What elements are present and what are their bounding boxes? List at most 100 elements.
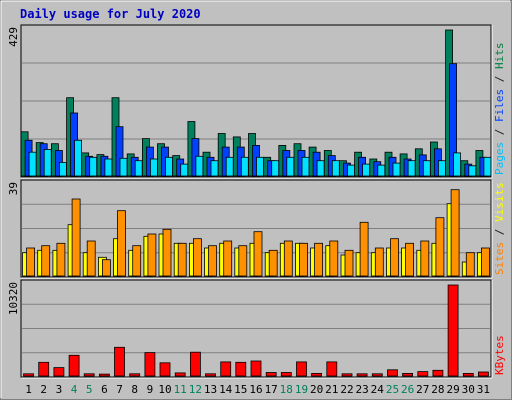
x-tick-label: 26 [401,383,414,396]
x-tick-label: 29 [446,383,459,396]
bar-kbytes-day-11 [174,372,186,377]
x-tick-label: 25 [386,383,399,396]
bar-pages-day-8 [134,160,143,177]
bar-pages-day-2 [43,149,52,177]
bar-kbytes-day-3 [53,367,65,377]
chart-title: Daily usage for July 2020 [20,7,201,21]
x-tick-label: 2 [40,383,47,396]
x-tick-label: 23 [355,383,368,396]
x-tick-label: 30 [462,383,475,396]
series-axis-label-part: / [493,222,506,242]
y-max-label: 10320 [7,282,20,315]
x-tick-label: 5 [86,383,93,396]
bar-kbytes-day-17 [265,372,277,377]
bar-sites-day-12 [192,238,202,277]
bar-sites-day-26 [405,242,415,277]
bar-kbytes-day-21 [326,361,338,377]
bar-sites-day-8 [132,245,142,277]
bar-sites-day-7 [117,210,126,277]
bar-kbytes-day-24 [371,373,383,377]
bar-pages-day-25 [392,162,401,177]
bar-pages-day-21 [331,160,340,177]
x-tick-label: 9 [147,383,154,396]
bar-files-day-29 [449,63,458,177]
bar-sites-day-13 [208,245,217,277]
x-tick-label: 15 [234,383,247,396]
bar-pages-day-29 [453,152,462,177]
panel-kbytes: 10320 KBytes [7,279,506,379]
bar-sites-day-17 [268,249,278,277]
series-axis-label: KBytes [493,335,506,375]
bar-sites-day-5 [86,240,96,277]
x-tick-label: 6 [101,383,108,396]
series-axis-label: Pages / Files / Hits [493,43,506,176]
bar-sites-day-21 [329,240,339,277]
bar-kbytes-day-25 [387,369,398,377]
bar-sites-day-31 [480,247,490,277]
x-tick-label: 20 [310,383,323,396]
series-axis-label-part: / [493,69,506,89]
bar-pages-day-15 [240,156,249,177]
x-tick-label: 31 [477,383,490,396]
bar-kbytes-day-8 [129,373,141,377]
bar-sites-day-20 [314,242,324,277]
bar-pages-day-3 [59,161,67,177]
bar-kbytes-day-6 [99,373,110,377]
bar-kbytes-day-9 [144,352,156,377]
bar-pages-day-17 [271,160,280,177]
series-axis-label-part: Hits [493,43,506,70]
bar-sites-day-11 [177,242,187,277]
bar-kbytes-day-20 [311,372,323,377]
series-axis-label-part: / [493,122,506,142]
bar-kbytes-day-14 [220,361,232,377]
bar-kbytes-day-1 [23,373,35,377]
bar-pages-day-30 [468,165,477,177]
bar-files-day-7 [115,126,124,177]
series-axis-label-part: Pages [493,142,506,175]
x-tick-label: 14 [219,383,233,396]
bar-sites-day-15 [238,245,248,277]
x-tick-label: 12 [189,383,202,396]
y-max-label: 39 [7,182,20,195]
bar-kbytes-day-12 [189,351,201,377]
bar-pages-day-12 [195,155,204,177]
bar-kbytes-day-28 [432,369,444,377]
bar-pages-day-6 [104,158,113,177]
bar-sites-day-6 [102,259,111,277]
x-tick-label: 17 [265,383,278,396]
bar-kbytes-day-2 [38,361,50,377]
x-tick-label: 19 [295,383,308,396]
bar-kbytes-day-27 [417,371,429,377]
bar-kbytes-day-15 [235,361,247,377]
bar-pages-day-16 [256,156,264,177]
bar-pages-day-26 [407,160,416,177]
bar-sites-day-10 [162,228,172,277]
bar-sites-day-22 [344,249,354,277]
bar-kbytes-day-23 [356,373,368,377]
bar-pages-day-31 [483,156,492,177]
bar-kbytes-day-7 [114,346,125,377]
x-tick-label: 13 [204,383,217,396]
bar-pages-day-11 [180,163,189,177]
series-axis-label-part: Visits [493,182,506,222]
bar-pages-day-27 [422,160,431,177]
bar-pages-day-20 [316,160,325,177]
bar-sites-day-4 [71,198,81,277]
series-axis-label-part: Sites [493,242,506,275]
x-tick-label: 10 [158,383,171,396]
bar-pages-day-19 [301,156,310,177]
bar-sites-day-3 [56,242,66,277]
bar-kbytes-day-10 [159,362,171,377]
bar-pages-day-13 [210,160,219,177]
panel-hits-files-pages: 429 Pages / Files / Hits [7,24,506,179]
bar-kbytes-day-26 [402,372,414,377]
bar-pages-day-7 [119,157,128,177]
bar-kbytes-day-16 [250,360,262,377]
bar-kbytes-day-31 [477,371,489,377]
bar-sites-day-2 [41,245,51,277]
bar-pages-day-23 [362,163,371,177]
bar-sites-day-9 [147,233,157,277]
bar-sites-day-30 [465,252,475,277]
bar-sites-day-27 [420,240,430,277]
